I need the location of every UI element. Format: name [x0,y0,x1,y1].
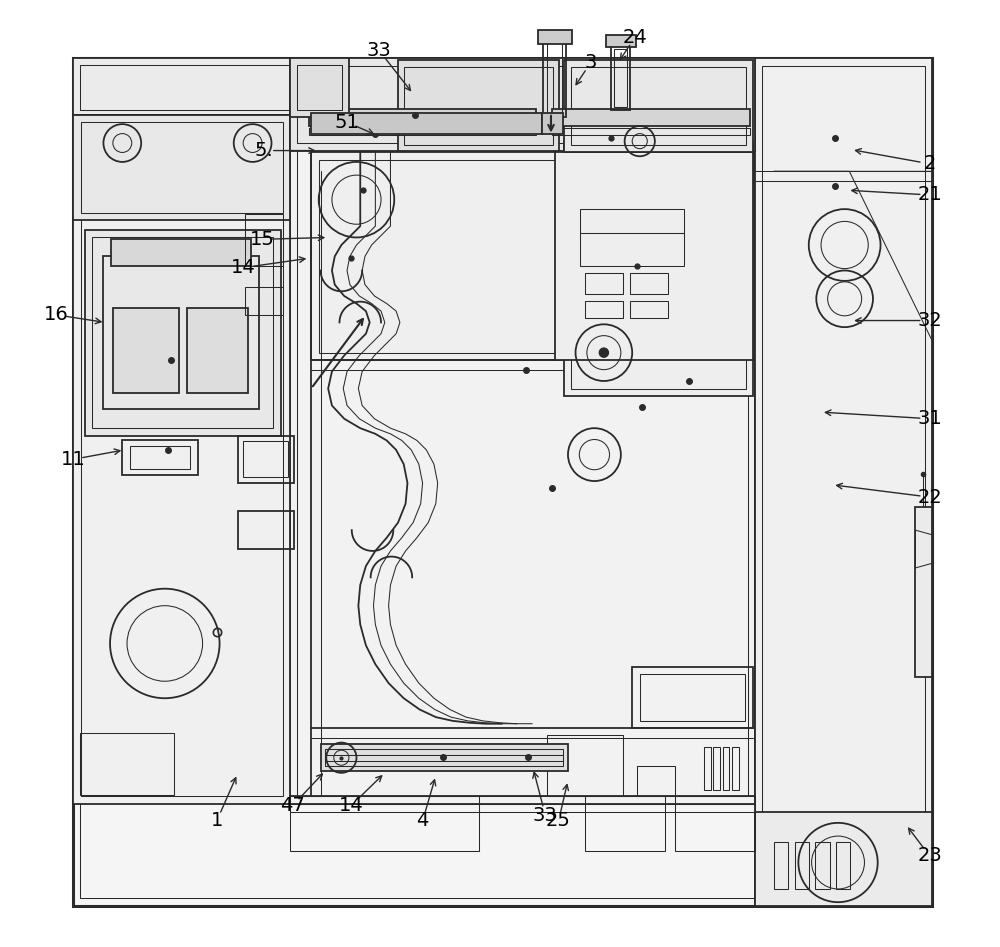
Text: 3: 3 [584,53,597,72]
Bar [297,122,748,796]
Bar [85,230,281,436]
Bar [630,301,668,317]
Bar [915,507,932,676]
Bar [547,43,562,113]
Bar [614,48,627,107]
Bar [73,115,290,804]
Bar [309,109,536,126]
Bar [325,749,563,766]
Bar [73,115,290,221]
Text: 47: 47 [280,796,305,815]
Bar [640,673,745,721]
Text: 31: 31 [917,409,942,428]
Bar [290,796,479,851]
Bar [130,446,190,469]
Bar [762,65,925,899]
Bar [238,436,294,483]
Bar [585,301,623,317]
Text: 4: 4 [416,812,429,831]
Bar [297,65,748,143]
Bar [571,148,746,388]
Text: 15: 15 [250,230,274,249]
Bar [547,735,623,796]
Bar [81,122,283,213]
Bar [103,257,259,409]
Bar [552,109,750,126]
Bar [538,29,572,44]
Bar [245,214,283,266]
Bar [585,274,623,295]
Text: 2: 2 [923,154,936,173]
Bar [398,60,559,151]
Bar [111,240,251,266]
Bar [555,152,753,360]
Bar [297,64,342,110]
Bar [543,39,566,116]
Text: 33: 33 [533,806,558,825]
Bar [80,64,926,110]
Bar [325,755,563,760]
Bar [73,58,932,116]
Bar [311,152,753,360]
Bar [704,747,711,790]
Text: 14: 14 [338,796,363,815]
Bar [290,58,349,116]
Bar [564,141,753,396]
Bar [755,58,932,906]
Text: 5.: 5. [255,141,273,160]
Bar [290,115,755,804]
Bar [321,744,568,771]
Bar [606,35,636,46]
Bar [815,842,830,889]
Bar [580,233,684,266]
Bar [580,209,684,233]
Bar [723,747,729,790]
Bar [92,238,273,428]
Bar [122,439,198,475]
Bar [713,747,720,790]
Text: 33: 33 [367,41,392,60]
Bar [80,63,926,899]
Bar [571,67,746,145]
Bar [585,796,665,851]
Text: 11: 11 [61,450,86,469]
Circle shape [599,348,609,357]
Text: 14: 14 [231,259,256,277]
Bar [836,842,850,889]
Text: 23: 23 [917,847,942,866]
Bar [542,113,563,134]
Bar [611,44,630,110]
Bar [774,842,788,889]
Text: 25: 25 [546,812,571,831]
Bar [319,160,745,352]
Text: 32: 32 [917,311,942,331]
Bar [243,441,288,477]
Bar [113,309,179,393]
Text: 51: 51 [335,113,359,132]
Text: 21: 21 [917,186,942,205]
Bar [290,58,755,151]
Bar [564,60,753,152]
Text: 24: 24 [623,27,647,46]
Text: 22: 22 [917,488,942,507]
Bar [755,812,932,906]
Bar [552,128,750,135]
Bar [675,796,755,851]
Text: 1: 1 [211,812,223,831]
Bar [404,67,553,145]
Bar [732,747,739,790]
Bar [81,122,283,796]
Bar [73,58,932,906]
Bar [637,766,675,796]
Bar [311,113,542,134]
Bar [309,128,536,135]
Bar [630,274,668,295]
Bar [632,667,753,728]
Bar [795,842,809,889]
Bar [80,733,174,795]
Text: 16: 16 [44,305,69,325]
Bar [238,511,294,549]
Bar [245,287,283,314]
Bar [187,309,248,393]
